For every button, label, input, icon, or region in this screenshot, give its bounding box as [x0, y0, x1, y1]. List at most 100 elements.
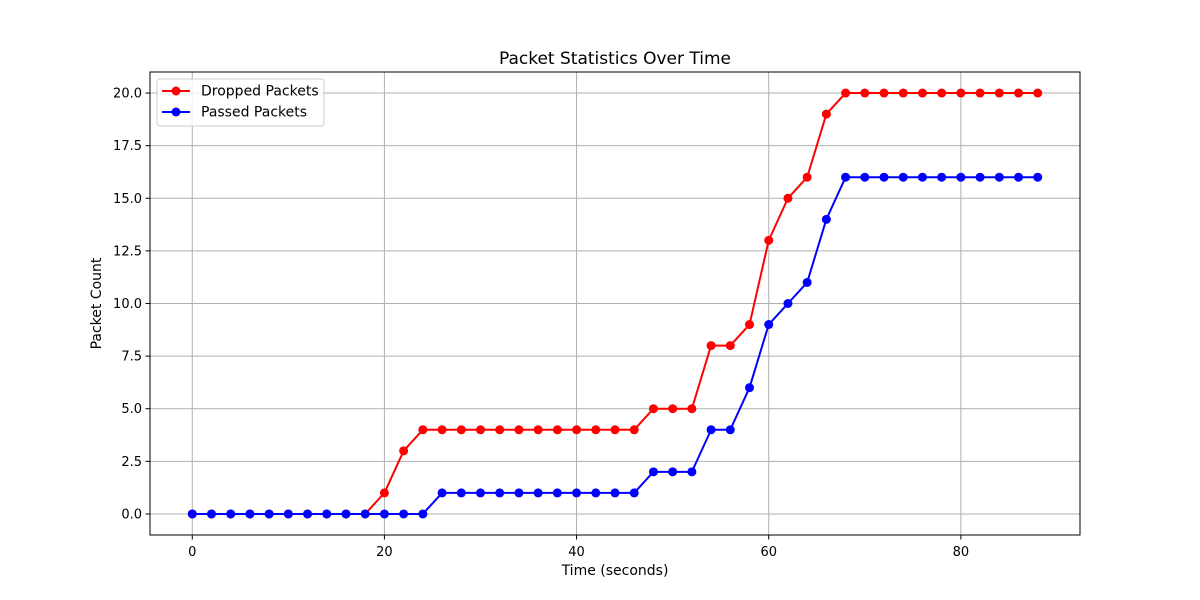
- data-point-passed-packets: [399, 509, 409, 519]
- data-point-passed-packets: [495, 488, 505, 498]
- data-point-dropped-packets: [802, 172, 812, 182]
- data-point-passed-packets: [821, 214, 831, 224]
- data-point-dropped-packets: [399, 446, 409, 456]
- data-point-passed-packets: [245, 509, 255, 519]
- data-point-passed-packets: [610, 488, 620, 498]
- data-point-passed-packets: [860, 172, 870, 182]
- data-point-passed-packets: [341, 509, 351, 519]
- data-point-dropped-packets: [668, 404, 678, 414]
- legend-swatch-dropped-marker: [171, 86, 181, 96]
- data-point-passed-packets: [706, 425, 716, 435]
- data-point-passed-packets: [264, 509, 274, 519]
- data-point-dropped-packets: [879, 88, 889, 98]
- y-tick-label: 10.0: [113, 297, 142, 312]
- data-point-passed-packets: [533, 488, 543, 498]
- y-tick-label: 17.5: [113, 139, 142, 154]
- x-tick-label: 40: [568, 545, 585, 560]
- data-point-dropped-packets: [956, 88, 966, 98]
- data-point-passed-packets: [283, 509, 293, 519]
- data-point-dropped-packets: [994, 88, 1004, 98]
- data-point-passed-packets: [802, 277, 812, 287]
- data-point-dropped-packets: [533, 425, 543, 435]
- y-axis-label: Packet Count: [89, 257, 105, 349]
- data-point-passed-packets: [783, 299, 793, 308]
- data-point-passed-packets: [552, 488, 562, 498]
- data-point-passed-packets: [994, 172, 1004, 182]
- y-tick-label: 0.0: [121, 507, 142, 522]
- data-point-passed-packets: [303, 509, 313, 519]
- y-tick-label: 20.0: [113, 87, 142, 102]
- data-point-passed-packets: [764, 320, 774, 330]
- data-point-passed-packets: [956, 172, 966, 182]
- grid-lines: [150, 72, 1080, 535]
- data-point-dropped-packets: [648, 404, 658, 414]
- data-point-dropped-packets: [706, 341, 716, 351]
- legend-label-passed: Passed Packets: [201, 105, 307, 121]
- legend-box: [156, 78, 325, 127]
- data-point-passed-packets: [572, 488, 582, 498]
- data-point-passed-packets: [725, 425, 735, 435]
- data-point-passed-packets: [418, 509, 428, 519]
- data-point-passed-packets: [745, 383, 755, 393]
- data-point-dropped-packets: [1033, 88, 1043, 98]
- data-point-dropped-packets: [379, 488, 389, 498]
- data-point-dropped-packets: [610, 425, 620, 435]
- data-point-passed-packets: [975, 172, 985, 182]
- data-point-passed-packets: [322, 509, 332, 519]
- x-tick-label: 0: [188, 545, 196, 560]
- data-point-passed-packets: [226, 509, 236, 519]
- y-tick-label: 2.5: [121, 455, 142, 470]
- x-axis-label: Time (seconds): [561, 563, 669, 579]
- axis-ticks: 0 20 40 60 80 0.0 2.5 5.0 7.5 10.0 12.5 15.0 17.5 20.…: [113, 87, 969, 560]
- data-point-dropped-packets: [860, 88, 870, 98]
- data-point-passed-packets: [841, 172, 851, 182]
- y-tick-label: 5.0: [121, 402, 142, 417]
- y-tick-label: 7.5: [121, 350, 142, 365]
- data-point-dropped-packets: [514, 425, 524, 435]
- x-tick-label: 20: [376, 545, 393, 560]
- data-point-passed-packets: [187, 509, 197, 519]
- chart-title: Packet Statistics Over Time: [499, 49, 731, 69]
- data-point-passed-packets: [629, 488, 639, 498]
- data-point-dropped-packets: [937, 88, 947, 98]
- y-tick-label: 15.0: [113, 192, 142, 207]
- data-point-passed-packets: [898, 172, 908, 182]
- data-point-dropped-packets: [725, 341, 735, 351]
- data-point-passed-packets: [917, 172, 927, 182]
- data-point-passed-packets: [475, 488, 485, 498]
- data-point-passed-packets: [1033, 172, 1043, 182]
- y-tick-label: 12.5: [113, 244, 142, 259]
- x-tick-label: 80: [953, 545, 970, 560]
- data-point-dropped-packets: [437, 425, 447, 435]
- data-point-passed-packets: [668, 467, 678, 477]
- data-point-dropped-packets: [572, 425, 582, 435]
- data-point-passed-packets: [879, 172, 889, 182]
- data-point-passed-packets: [1014, 172, 1024, 182]
- data-point-passed-packets: [206, 509, 216, 519]
- data-point-passed-packets: [437, 488, 447, 498]
- data-point-dropped-packets: [552, 425, 562, 435]
- data-point-passed-packets: [360, 509, 370, 519]
- data-point-dropped-packets: [917, 88, 927, 98]
- x-tick-label: 60: [760, 545, 777, 560]
- data-point-dropped-packets: [841, 88, 851, 98]
- data-point-dropped-packets: [475, 425, 485, 435]
- data-point-dropped-packets: [821, 109, 831, 119]
- data-point-dropped-packets: [764, 235, 774, 245]
- data-point-dropped-packets: [687, 404, 697, 414]
- data-point-dropped-packets: [745, 320, 755, 330]
- legend-label-dropped: Dropped Packets: [201, 84, 319, 100]
- data-point-dropped-packets: [456, 425, 466, 435]
- legend-swatch-passed-marker: [171, 107, 181, 117]
- data-point-dropped-packets: [418, 425, 428, 435]
- legend: Dropped Packets Passed Packets: [156, 78, 325, 127]
- data-point-passed-packets: [379, 509, 389, 519]
- data-point-passed-packets: [937, 172, 947, 182]
- data-point-dropped-packets: [898, 88, 908, 98]
- series-lines: [187, 88, 1043, 519]
- data-point-passed-packets: [456, 488, 466, 498]
- data-point-dropped-packets: [783, 193, 793, 203]
- data-point-dropped-packets: [495, 425, 505, 435]
